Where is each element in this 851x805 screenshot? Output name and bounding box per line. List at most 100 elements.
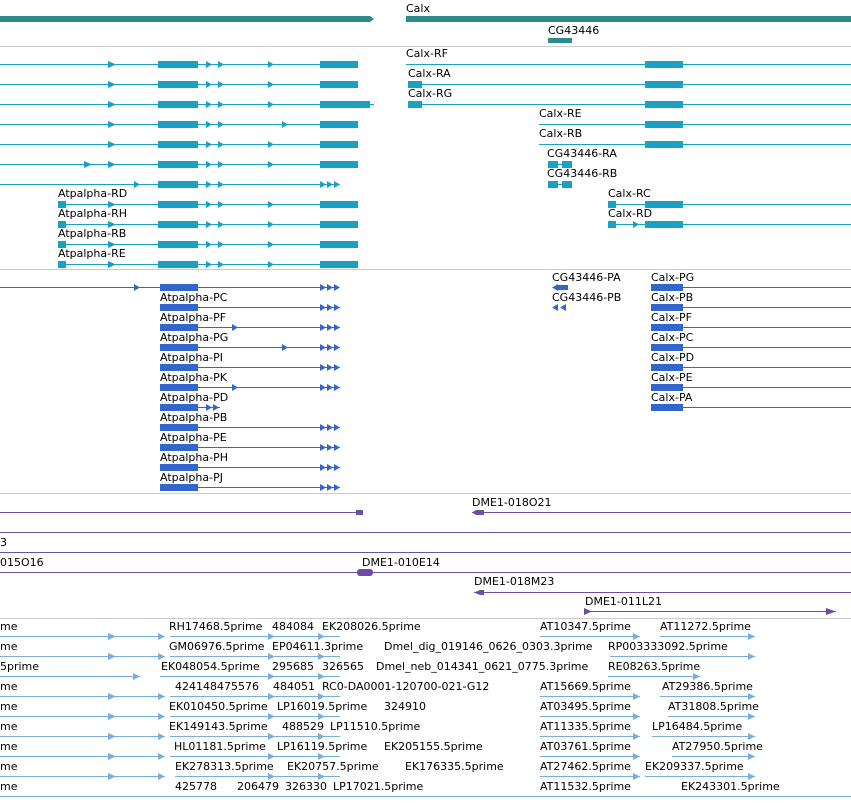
transcript-feature[interactable]: Calx-RD [608,207,851,228]
est-label: me [0,720,18,733]
translation-feature[interactable]: Calx-PE [651,371,851,391]
transcript-label: Atpalpha-RD [58,187,127,200]
est-label: GM06976.5prime [169,640,265,653]
translation-feature[interactable]: Calx-PG [651,271,851,291]
transcript-feature[interactable] [0,141,358,148]
translation-feature[interactable]: CG43446-PA [552,271,621,291]
gene-label: CG43446 [548,24,599,37]
translation-label: CG43446-PA [552,271,621,284]
transcript-feature[interactable]: CG43446-RB [547,167,617,188]
clone-feature[interactable]: DME1-011L21 [584,595,836,615]
transcript-label: Atpalpha-RE [58,247,126,260]
est-label: LP16484.5prime [652,720,743,733]
transcript-feature[interactable] [0,121,358,128]
est-label: AT27462.5prime [540,760,631,773]
transcript-feature[interactable]: Atpalpha-RD [58,187,358,208]
transcript-feature[interactable]: Calx-RE [539,107,851,128]
est-row: me EK010450.5prime LP16019.5prime 324910… [0,700,759,720]
transcript-feature[interactable]: Atpalpha-RB [58,227,358,248]
est-label: 5prime [0,660,39,673]
transcript-feature[interactable] [0,161,358,168]
clone-feature[interactable]: 3 [0,532,851,550]
est-label: AT10347.5prime [540,620,631,633]
transcript-feature[interactable]: Calx-RA [408,67,851,88]
translation-feature[interactable]: CG43446-PB [552,291,621,311]
gene-feature[interactable]: CG43446 [548,24,599,43]
track-dividers [0,46,851,619]
translation-label: Calx-PE [651,371,693,384]
clone-feature[interactable]: DME1-018O21 [472,496,851,515]
transcript-feature[interactable]: Calx-RC [608,187,851,208]
est-label: EK010450.5prime [169,700,268,713]
transcript-feature[interactable]: Calx-RG [408,87,851,108]
transcript-feature[interactable]: CG43446-RA [547,147,617,168]
transcript-feature[interactable] [0,81,358,88]
translation-feature[interactable]: Atpalpha-PC [160,291,340,311]
est-label: AT11532.5prime [540,780,631,793]
gene-track: Calx CG43446 [0,2,851,43]
translation-feature[interactable]: Atpalpha-PD [160,391,228,411]
gene-bar[interactable] [548,38,572,43]
gene-bar[interactable] [406,16,851,22]
transcript-feature[interactable]: Calx-RB [539,127,851,148]
transcript-feature[interactable] [0,101,374,108]
clone-label: 3 [0,536,7,549]
gene-feature[interactable]: Calx [0,2,851,22]
transcript-label: CG43446-RB [547,167,617,180]
est-label: AT03761.5prime [540,740,631,753]
transcript-label: Calx-RE [539,107,582,120]
transcript-feature[interactable] [0,61,358,68]
translation-feature[interactable]: Calx-PB [651,291,851,311]
gene-bar[interactable] [0,16,374,22]
est-label: me [0,700,18,713]
translation-label: Atpalpha-PH [160,451,228,464]
est-row: me RH17468.5prime 484084 EK208026.5prime… [0,620,755,640]
est-label: 484084 [272,620,314,633]
translation-feature[interactable]: Atpalpha-PF [160,311,340,331]
est-label: 424148475576 [175,680,259,693]
transcript-feature[interactable]: Calx-RF [406,47,851,68]
translation-feature[interactable]: Atpalpha-PH [160,451,340,471]
est-label: RH17468.5prime [169,620,263,633]
translation-label: Atpalpha-PE [160,431,227,444]
translation-label: Atpalpha-PI [160,351,223,364]
translation-feature[interactable]: Atpalpha-PE [160,431,340,451]
transcript-feature[interactable]: Atpalpha-RE [58,247,358,268]
transcript-label: Calx-RB [539,127,582,140]
est-label: 324910 [384,700,426,713]
est-label: 206479 [237,780,279,793]
translation-feature[interactable]: Calx-PF [651,311,851,331]
est-label: AT11335.5prime [540,720,631,733]
est-label: Dmel_neb_014341_0621_0775.3prime [376,660,588,673]
clone-feature[interactable]: DME1-018M23 [474,575,851,595]
translation-feature[interactable]: Calx-PD [651,351,851,371]
transcript-feature[interactable]: Atpalpha-RH [58,207,358,228]
est-label: RP003333092.5prime [608,640,728,653]
gene-label: Calx [406,2,430,15]
clone-feature[interactable]: DME1-010E14 [0,556,851,576]
translation-feature[interactable]: Atpalpha-PJ [160,471,340,491]
est-row: me EK149143.5prime 488529 LP11510.5prime… [0,720,755,740]
translation-label: Atpalpha-PF [160,311,226,324]
est-label: EK209337.5prime [645,760,744,773]
translation-label: Atpalpha-PC [160,291,228,304]
translation-feature[interactable]: Atpalpha-PB [160,411,340,431]
est-row: me GM06976.5prime EP04611.3prime Dmel_di… [0,640,755,660]
translation-feature[interactable]: Atpalpha-PG [160,331,340,351]
transcript-track: Atpalpha-RD Atpalpha-RH Atpalpha-RB [0,47,851,268]
clone-label: DME1-011L21 [585,595,662,608]
translation-feature[interactable]: Atpalpha-PK [160,371,340,391]
transcript-feature[interactable] [0,181,340,188]
translation-feature[interactable] [0,284,340,291]
est-label: Dmel_dig_019146_0626_0303.3prime [384,640,593,653]
transcript-label: Calx-RD [608,207,652,220]
translation-label: Atpalpha-PK [160,371,228,384]
translation-feature[interactable]: Calx-PC [651,331,851,351]
translation-feature[interactable]: Atpalpha-PI [160,351,340,371]
translation-feature[interactable]: Calx-PA [651,391,851,411]
est-label: EK048054.5prime [161,660,260,673]
clone-feature[interactable]: 015O16 [0,552,851,570]
clone-feature[interactable] [0,510,363,515]
